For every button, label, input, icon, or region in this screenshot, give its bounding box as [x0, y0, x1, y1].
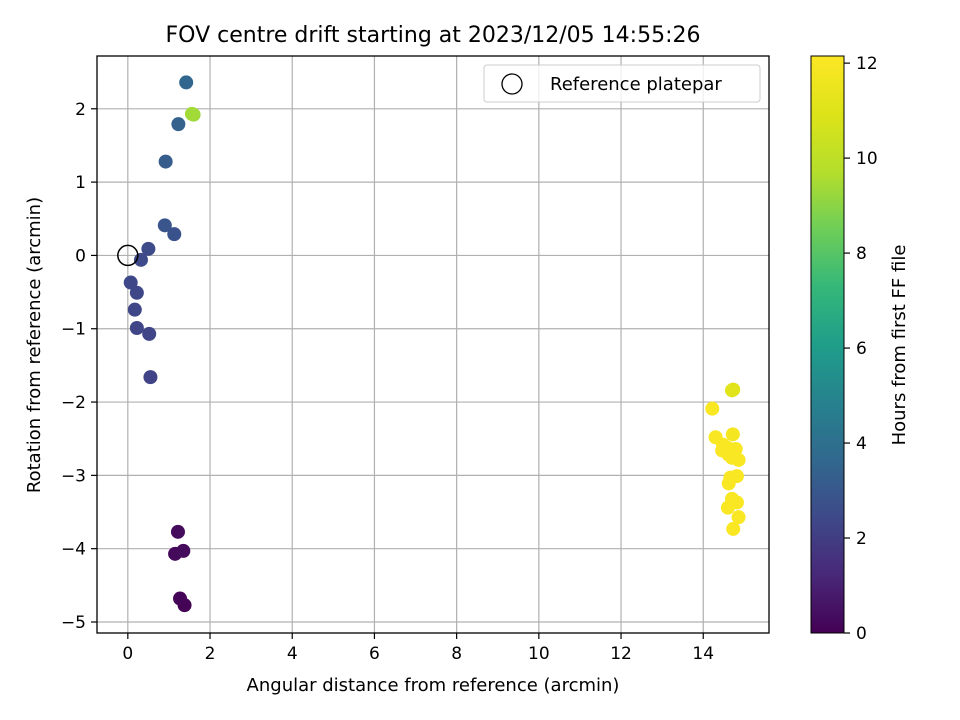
scatter-point — [731, 510, 746, 525]
y-axis-ticks: −5 −4 −3 −2 −1 0 1 2 — [61, 100, 97, 633]
colorbar: 0 2 4 6 8 10 12 Hours from first FF file — [810, 54, 910, 644]
reference-point — [117, 244, 139, 267]
y-tick-label: −2 — [61, 393, 86, 413]
scatter-point — [158, 154, 173, 169]
y-tick-label: −1 — [61, 320, 86, 340]
scatter-point — [142, 326, 157, 341]
grid-lines — [97, 56, 769, 633]
scatter-point — [123, 275, 138, 290]
scatter-points — [123, 75, 746, 613]
x-tick-label: 14 — [692, 644, 714, 664]
y-tick-label: −3 — [61, 466, 86, 486]
legend: Reference platepar — [483, 64, 761, 103]
scatter-point — [731, 452, 746, 467]
scatter-point — [179, 75, 194, 90]
x-tick-label: 8 — [451, 644, 462, 664]
colorbar-gradient — [810, 55, 845, 634]
x-axis-ticks: 0 2 4 6 8 10 12 14 — [122, 633, 714, 664]
scatter-point — [725, 383, 740, 398]
scatter-point — [143, 370, 158, 385]
x-axis-label: Angular distance from reference (arcmin) — [247, 675, 620, 696]
y-tick-label: 2 — [75, 100, 86, 120]
scatter-point — [720, 500, 735, 515]
y-tick-label: −5 — [61, 613, 86, 633]
colorbar-tick-label: 10 — [856, 149, 878, 169]
y-tick-label: 0 — [75, 246, 86, 266]
x-tick-label: 4 — [287, 644, 298, 664]
scatter-point — [171, 117, 186, 132]
scatter-point — [725, 427, 740, 442]
scatter-point — [141, 241, 156, 256]
x-tick-label: 6 — [369, 644, 380, 664]
scatter-point — [184, 106, 199, 121]
scatter-point — [726, 521, 741, 536]
y-axis-label: Rotation from reference (arcmin) — [24, 197, 45, 493]
scatter-point — [173, 591, 188, 606]
y-tick-label: −4 — [61, 540, 86, 560]
x-tick-label: 0 — [122, 644, 133, 664]
legend-box — [483, 64, 761, 103]
x-tick-label: 12 — [610, 644, 632, 664]
scatter-point — [170, 524, 185, 539]
colorbar-tick-label: 6 — [856, 339, 867, 359]
colorbar-ticks: 0 2 4 6 8 10 12 — [844, 54, 878, 644]
scatter-point — [176, 543, 191, 558]
colorbar-tick-label: 2 — [856, 529, 867, 549]
y-tick-label: 1 — [75, 173, 86, 193]
reference-platepar-marker — [117, 244, 139, 267]
legend-marker-icon — [501, 73, 523, 95]
scatter-point — [129, 321, 144, 336]
colorbar-tick-label: 4 — [856, 434, 867, 454]
plot-frame — [96, 55, 770, 634]
scatter-point — [167, 227, 182, 242]
colorbar-label: Hours from first FF file — [889, 245, 910, 446]
colorbar-tick-label: 12 — [856, 54, 878, 74]
scatter-point — [705, 401, 720, 416]
chart-title: FOV centre drift starting at 2023/12/05 … — [166, 23, 701, 48]
scatter-point — [157, 218, 172, 233]
x-tick-label: 2 — [205, 644, 216, 664]
scatter-point — [127, 302, 142, 317]
x-tick-label: 10 — [528, 644, 550, 664]
scatter-point — [129, 285, 144, 300]
colorbar-tick-label: 8 — [856, 244, 867, 264]
colorbar-tick-label: 0 — [856, 624, 867, 644]
legend-label: Reference platepar — [550, 74, 722, 95]
scatter-point — [721, 476, 736, 491]
